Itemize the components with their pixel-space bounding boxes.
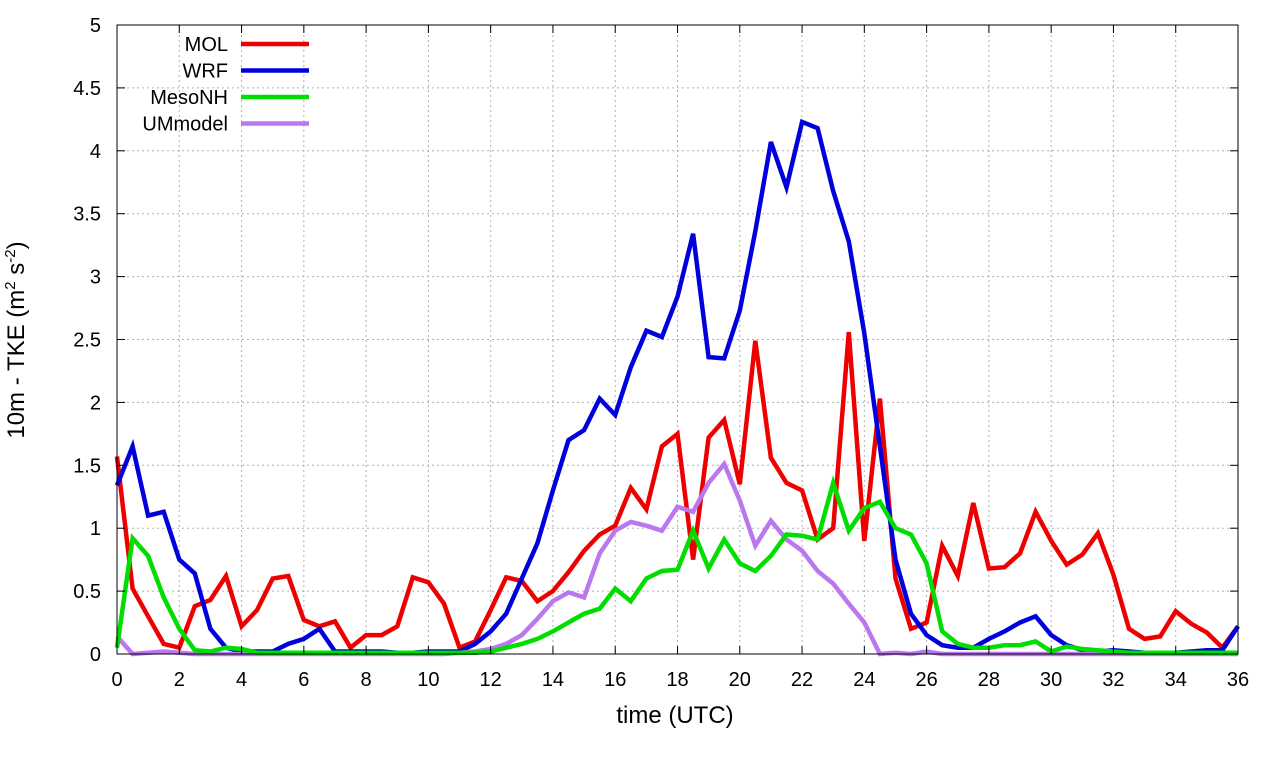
legend-label-ummodel: UMmodel	[142, 114, 228, 136]
y-tick-label: 3	[90, 267, 101, 289]
axis-ticks	[116, 24, 1239, 655]
x-tick-label: 18	[666, 669, 688, 691]
x-tick-label: 10	[417, 669, 439, 691]
x-tick-label: 36	[1227, 669, 1249, 691]
x-tick-label: 12	[480, 669, 502, 691]
y-tick-label: 4.5	[73, 78, 101, 100]
series-line-wrf	[114, 118, 1240, 655]
y-axis-label: 10m - TKE (m2 s-2)	[2, 241, 30, 438]
y-tick-label: 4	[90, 141, 101, 163]
y-tick-label: 2.5	[73, 330, 101, 352]
x-tick-label: 22	[791, 669, 813, 691]
x-tick-labels: 0 2 4 6 8 10 12 14 16 18 20 22 24 26 28 30 32 34 36	[111, 669, 1249, 691]
x-tick-label: 26	[915, 669, 937, 691]
legend-label-mesonh: MesoNH	[150, 87, 228, 109]
x-tick-label: 16	[604, 669, 626, 691]
legend: MOL WRF MesoNH UMmodel	[142, 34, 309, 136]
y-tick-label: 1.5	[73, 455, 101, 477]
y-tick-label: 0	[90, 644, 101, 666]
x-tick-label: 4	[236, 669, 247, 691]
x-tick-label: 6	[298, 669, 309, 691]
legend-label-mol: MOL	[185, 34, 228, 56]
x-tick-label: 34	[1165, 669, 1187, 691]
x-tick-label: 0	[111, 669, 122, 691]
y-tick-label: 1	[90, 518, 101, 540]
x-tick-label: 28	[978, 669, 1000, 691]
series-line-mol	[114, 331, 1240, 652]
y-tick-label: 0.5	[73, 581, 101, 603]
x-tick-label: 20	[729, 669, 751, 691]
grid-lines	[117, 25, 1238, 654]
y-tick-label: 5	[90, 15, 101, 37]
x-tick-label: 30	[1040, 669, 1062, 691]
x-axis-label: time (UTC)	[616, 702, 733, 729]
legend-label-wrf: WRF	[182, 61, 228, 83]
x-tick-label: 14	[542, 669, 564, 691]
y-tick-label: 3.5	[73, 204, 101, 226]
y-tick-label: 2	[90, 392, 101, 414]
x-tick-label: 24	[853, 669, 875, 691]
x-tick-label: 32	[1102, 669, 1124, 691]
y-tick-labels: 0 0.5 1 1.5 2 2.5 3 3.5 4 4.5 5	[73, 15, 101, 666]
x-tick-label: 8	[361, 669, 372, 691]
x-tick-label: 2	[174, 669, 185, 691]
